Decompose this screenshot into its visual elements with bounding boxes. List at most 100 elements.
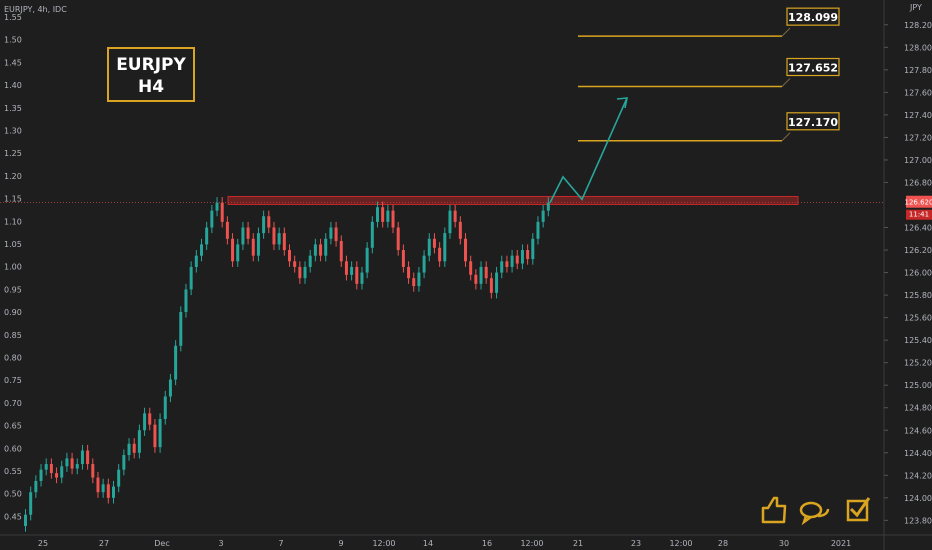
candle-body bbox=[267, 216, 271, 228]
candle-body bbox=[344, 261, 348, 275]
left-axis-tick: 0.85 bbox=[4, 331, 22, 340]
candle-body bbox=[396, 227, 400, 251]
resistance-zone bbox=[227, 195, 799, 205]
candle-body bbox=[438, 247, 442, 262]
candle-body bbox=[29, 492, 33, 515]
candle-body bbox=[484, 266, 488, 279]
candle-body bbox=[386, 210, 390, 222]
right-axis-tick: 128.000 bbox=[904, 43, 932, 52]
left-axis-tick: 1.35 bbox=[4, 104, 22, 113]
candle-body bbox=[122, 455, 126, 470]
candle-body bbox=[500, 261, 504, 273]
candle-body bbox=[469, 261, 473, 275]
left-axis-tick: 1.10 bbox=[4, 217, 22, 226]
candle-body bbox=[376, 207, 379, 222]
projection-path bbox=[549, 97, 628, 204]
badge-symbol: EURJPY bbox=[116, 55, 186, 75]
candle-body bbox=[65, 458, 69, 467]
candle-body bbox=[80, 450, 84, 465]
candle-body bbox=[319, 244, 323, 256]
badge-timeframe: H4 bbox=[138, 77, 164, 97]
candle-body bbox=[479, 266, 483, 284]
candle-body bbox=[277, 233, 281, 245]
candle-body bbox=[184, 289, 188, 312]
left-axis-tick: 1.00 bbox=[4, 263, 22, 272]
target-level-label: 128.099 bbox=[788, 11, 838, 24]
candle-body bbox=[510, 255, 514, 267]
candle-body bbox=[75, 464, 79, 469]
candle-body bbox=[272, 227, 276, 245]
right-axis-tick: 124.000 bbox=[904, 494, 932, 503]
level-label-box bbox=[786, 112, 840, 131]
left-axis-tick: 0.55 bbox=[4, 467, 22, 476]
candle-body bbox=[148, 413, 152, 425]
candle-body bbox=[200, 244, 203, 256]
candle-body bbox=[179, 311, 183, 346]
candle-body bbox=[168, 379, 172, 397]
candle-body bbox=[412, 278, 416, 287]
candle-body bbox=[70, 458, 74, 469]
candle-body bbox=[174, 345, 178, 380]
x-axis-tick: 9 bbox=[338, 539, 343, 548]
candle-body bbox=[546, 202, 550, 211]
checkbox-icon[interactable] bbox=[846, 497, 871, 522]
candle-body bbox=[210, 210, 214, 228]
candle-body bbox=[365, 247, 369, 273]
right-axis-tick: 127.400 bbox=[904, 111, 932, 120]
candle-body bbox=[231, 238, 235, 262]
candle-body bbox=[355, 266, 359, 284]
right-axis-tick: 126.000 bbox=[904, 269, 932, 278]
candle-body bbox=[417, 272, 421, 287]
left-axis-tick: 0.90 bbox=[4, 308, 22, 317]
x-axis-tick: 2021 bbox=[831, 539, 851, 548]
x-axis-tick: 21 bbox=[573, 539, 583, 548]
candle-body bbox=[106, 484, 110, 498]
candle-body bbox=[256, 233, 260, 256]
candle-body bbox=[241, 227, 245, 245]
candle-body bbox=[303, 266, 307, 279]
x-axis-tick: 16 bbox=[482, 539, 492, 548]
candle-body bbox=[225, 221, 229, 239]
left-axis-tick: 0.75 bbox=[4, 376, 22, 385]
right-axis-tick: 125.600 bbox=[904, 314, 932, 323]
left-axis-tick: 0.60 bbox=[4, 444, 22, 453]
right-axis-tick: 126.400 bbox=[904, 224, 932, 233]
comments-icon[interactable] bbox=[799, 501, 830, 526]
candle-body bbox=[448, 210, 452, 234]
x-axis-tick: 25 bbox=[38, 539, 48, 548]
candle-body bbox=[34, 480, 38, 493]
right-axis-tick: 127.200 bbox=[904, 133, 932, 142]
candle-body bbox=[427, 238, 431, 256]
right-axis-tick: 127.600 bbox=[904, 88, 932, 97]
x-axis-tick: 23 bbox=[631, 539, 641, 548]
x-axis-tick: 30 bbox=[779, 539, 789, 548]
x-axis-tick: 7 bbox=[278, 539, 283, 548]
candle-body bbox=[220, 202, 224, 222]
candle-body bbox=[370, 221, 374, 248]
candle-body bbox=[24, 514, 27, 526]
candle-body bbox=[401, 250, 405, 267]
candle-body bbox=[39, 469, 43, 481]
candle-body bbox=[453, 210, 457, 222]
right-axis-tick: 125.000 bbox=[904, 381, 932, 390]
candle-body bbox=[350, 266, 354, 275]
candle-body bbox=[443, 233, 447, 262]
countdown-tag bbox=[906, 209, 932, 220]
level-label-box bbox=[786, 7, 840, 26]
candle-body bbox=[360, 272, 364, 284]
candle-body bbox=[262, 216, 266, 234]
candle-body bbox=[474, 274, 478, 284]
right-axis-tick: 125.800 bbox=[904, 291, 932, 300]
target-level-label: 127.652 bbox=[788, 62, 838, 75]
right-axis-tick: 125.200 bbox=[904, 359, 932, 368]
target-level-label: 127.170 bbox=[788, 116, 838, 129]
thumbs-up-icon[interactable] bbox=[761, 496, 787, 524]
left-axis-tick: 0.65 bbox=[4, 422, 22, 431]
countdown-label: 11:41 bbox=[909, 211, 929, 219]
candle-body bbox=[44, 464, 48, 470]
candle-body bbox=[112, 486, 115, 498]
candle-body bbox=[505, 261, 509, 267]
candle-body bbox=[101, 484, 105, 493]
candle-body bbox=[117, 469, 121, 487]
